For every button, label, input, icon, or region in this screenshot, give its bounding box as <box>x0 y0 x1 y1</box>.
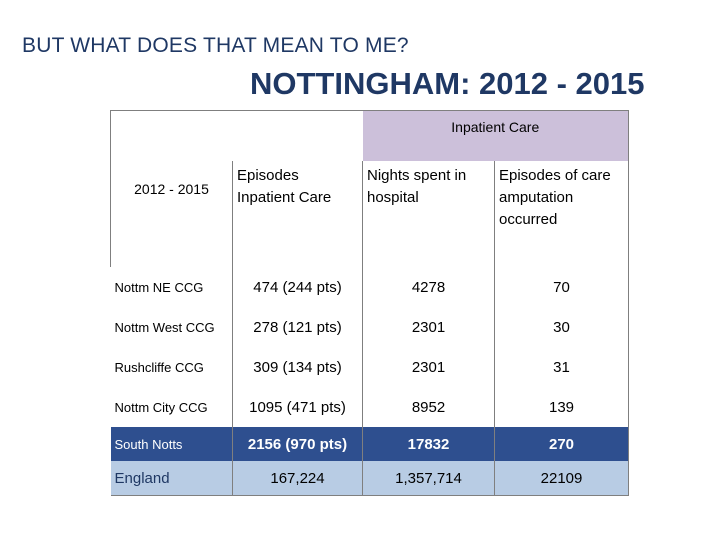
row-nights: 1,357,714 <box>362 461 495 496</box>
row-name: Nottm NE CCG <box>114 279 204 295</box>
row-amputation: 270 <box>493 427 630 461</box>
row-episodes: 1095 (471 pts) <box>232 387 363 427</box>
inpatient-care-table: 2012 - 2015 Inpatient Care Episodes Inpa… <box>110 110 630 496</box>
row-episodes: 474 (244 pts) <box>232 267 363 307</box>
row-amputation: 31 <box>493 347 630 387</box>
row-nights: 8952 <box>362 387 495 427</box>
table-row-england: England 167,224 1,357,714 22109 <box>110 461 630 496</box>
table-row-south-notts: South Notts 2156 (970 pts) 17832 270 <box>110 427 630 461</box>
slide-title: NOTTINGHAM: 2012 - 2015 <box>250 66 645 101</box>
table-header-band-row: 2012 - 2015 Inpatient Care <box>110 110 630 267</box>
row-name: South Notts <box>110 427 233 461</box>
row-name: Rushcliffe CCG <box>114 359 204 375</box>
table-row: Rushcliffe CCG 309 (134 pts) 2301 31 <box>111 347 630 387</box>
row-episodes: 2156 (970 pts) <box>232 427 363 461</box>
row-episodes: 278 (121 pts) <box>232 307 363 347</box>
row-nights: 2301 <box>362 307 495 347</box>
table-row: Nottm West CCG 278 (121 pts) 2301 30 <box>111 307 630 347</box>
row-amputation: 22109 <box>493 461 630 496</box>
slide-kicker: BUT WHAT DOES THAT MEAN TO ME? <box>22 34 409 57</box>
inpatient-care-header: Inpatient Care <box>362 110 630 161</box>
column-header-episodes: Episodes Inpatient Care <box>232 161 363 267</box>
column-header-amputation: Episodes of care amputation occurred <box>493 161 630 267</box>
table-column-header-row: Episodes Inpatient Care Nights spent in … <box>111 161 630 267</box>
row-nights: 2301 <box>362 347 495 387</box>
row-episodes: 167,224 <box>232 461 363 496</box>
row-amputation: 30 <box>493 307 630 347</box>
table-row: Nottm City CCG 1095 (471 pts) 8952 139 <box>111 387 630 427</box>
row-name: England <box>110 461 233 496</box>
row-name: Nottm City CCG <box>114 399 208 415</box>
row-amputation: 70 <box>493 267 630 307</box>
row-nights: 17832 <box>362 427 495 461</box>
column-header-nights: Nights spent in hospital <box>362 161 495 267</box>
row-name: Nottm West CCG <box>114 319 215 335</box>
row-nights: 4278 <box>362 267 495 307</box>
row-amputation: 139 <box>493 387 630 427</box>
row-episodes: 309 (134 pts) <box>232 347 363 387</box>
table-row: Nottm NE CCG 474 (244 pts) 4278 70 <box>111 267 630 307</box>
period-label: 2012 - 2015 <box>110 110 233 267</box>
